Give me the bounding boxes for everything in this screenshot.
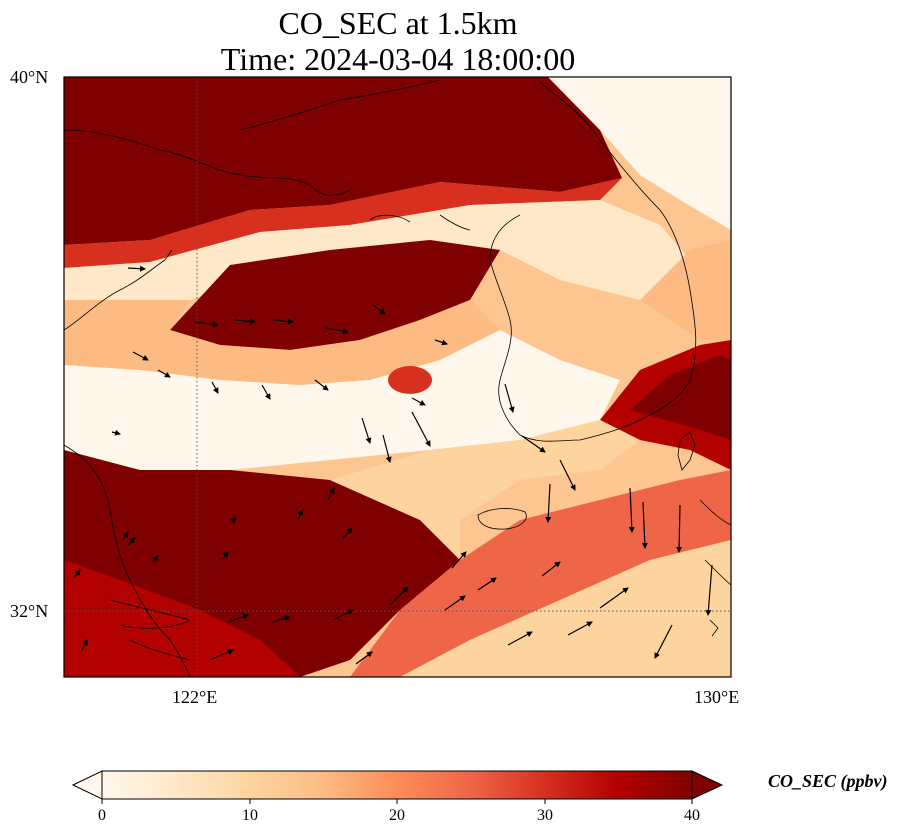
wind-vector-arrow	[73, 569, 81, 579]
wind-vector-arrow	[234, 318, 256, 325]
wind-vector-arrow	[324, 327, 349, 335]
wind-vector-arrow	[382, 434, 392, 463]
wind-vector-arrow	[194, 321, 219, 328]
colorbar-label: CO_SEC (ppbv)	[768, 771, 888, 791]
wind-vector-arrow	[327, 487, 335, 501]
wind-vector-arrow	[297, 509, 303, 521]
wind-vector-arrow	[157, 369, 171, 378]
patch-yellow-sea	[388, 366, 432, 394]
wind-vector-arrow	[411, 397, 426, 406]
wind-vector-arrow	[507, 631, 533, 646]
wind-vector-arrow	[559, 459, 576, 491]
pale-band-south	[400, 540, 731, 677]
lon-label-122e: 122°E	[172, 687, 218, 707]
wind-vector-arrow	[372, 304, 386, 315]
wind-vector-arrow	[227, 613, 249, 623]
wind-vector-arrow	[477, 577, 497, 591]
wind-vector-arrow	[127, 537, 136, 546]
map-title-variable: CO_SEC at 1.5km	[278, 5, 518, 41]
wind-vector-arrow	[355, 651, 373, 665]
wind-vector-arrow	[567, 621, 593, 636]
plume-south-edge	[330, 420, 640, 560]
pale-band-central	[64, 330, 620, 470]
wind-vector-arrow	[676, 504, 683, 553]
wind-vector-arrow	[211, 381, 219, 394]
orange-east-lobe	[640, 240, 731, 340]
lat-label-40n: 40°N	[10, 67, 49, 87]
lat-label-32n: 32°N	[10, 601, 49, 621]
co-concentration-field	[64, 77, 731, 677]
wind-vector-arrow	[444, 595, 466, 611]
wind-vector-arrow	[521, 435, 546, 453]
wind-vector-arrow	[272, 318, 294, 325]
coastline-shandong-islands	[369, 214, 471, 231]
plume-east-core	[630, 355, 731, 440]
colorbar-tick-label: 20	[389, 807, 405, 824]
wind-vector-arrow	[122, 531, 129, 541]
colorbar-tick-marks	[101, 799, 693, 804]
wind-vector-arrow	[504, 383, 515, 413]
map-title-time: Time: 2024-03-04 18:00:00	[220, 41, 576, 77]
wind-vector-arrow	[411, 411, 431, 447]
wind-vector-arrow	[261, 384, 271, 400]
wind-vectors	[73, 265, 713, 665]
plume-north-edge	[64, 178, 622, 268]
plume-middle-edge	[64, 300, 500, 385]
wind-vector-arrow	[230, 517, 237, 524]
wind-vector-arrow	[434, 339, 448, 346]
wind-vector-arrow	[641, 501, 648, 549]
pale-band-upper	[64, 200, 690, 300]
wind-vector-arrow	[451, 551, 467, 569]
wind-vector-arrow	[654, 624, 673, 659]
wind-vector-arrow	[314, 379, 329, 391]
lon-label-130e: 130°E	[694, 687, 740, 707]
colorbar-tick-label: 30	[537, 807, 553, 824]
coastline-yangtze-delta	[109, 599, 192, 661]
wind-vector-arrow	[81, 639, 88, 651]
wind-vector-arrow	[342, 527, 353, 539]
plume-north	[64, 77, 622, 245]
wind-vector-arrow	[111, 429, 121, 436]
wind-vector-arrow	[541, 561, 561, 577]
colorbar-tick-label: 10	[242, 807, 258, 824]
wind-vector-arrow	[628, 487, 635, 533]
colorbar-tick-label: 0	[98, 807, 106, 824]
coastline-korea	[489, 81, 697, 442]
wind-vector-arrow	[361, 417, 372, 444]
coastline-china	[64, 249, 191, 677]
coastline-jeju	[477, 508, 527, 530]
wind-vector-arrow	[332, 609, 354, 621]
colorbar-extend-high	[691, 770, 724, 800]
wind-vector-arrow	[132, 351, 149, 361]
coastline-kyushu	[699, 499, 731, 637]
colorbar	[71, 770, 724, 804]
wind-vector-arrow	[599, 587, 629, 609]
wind-vector-arrow	[209, 649, 234, 661]
coastline-tsushima	[677, 431, 696, 471]
red-band-south	[350, 470, 731, 677]
pale-northeast	[548, 77, 731, 230]
wind-vector-arrow	[705, 564, 713, 616]
colorbar-gradient	[101, 770, 693, 800]
coastline-liaodong	[64, 79, 441, 196]
map-frame	[63, 76, 732, 678]
wind-vector-arrow	[151, 555, 159, 563]
wind-vector-arrow	[389, 586, 409, 606]
colorbar-tick-label: 40	[684, 807, 700, 824]
wind-vector-arrow	[221, 551, 229, 561]
red-strip-southwest	[64, 560, 300, 677]
colorbar-extend-low	[71, 770, 103, 800]
wind-vector-arrow	[545, 483, 552, 523]
wind-vector-arrow	[271, 615, 291, 623]
coastlines	[64, 79, 731, 677]
wind-vector-arrow	[127, 265, 146, 272]
